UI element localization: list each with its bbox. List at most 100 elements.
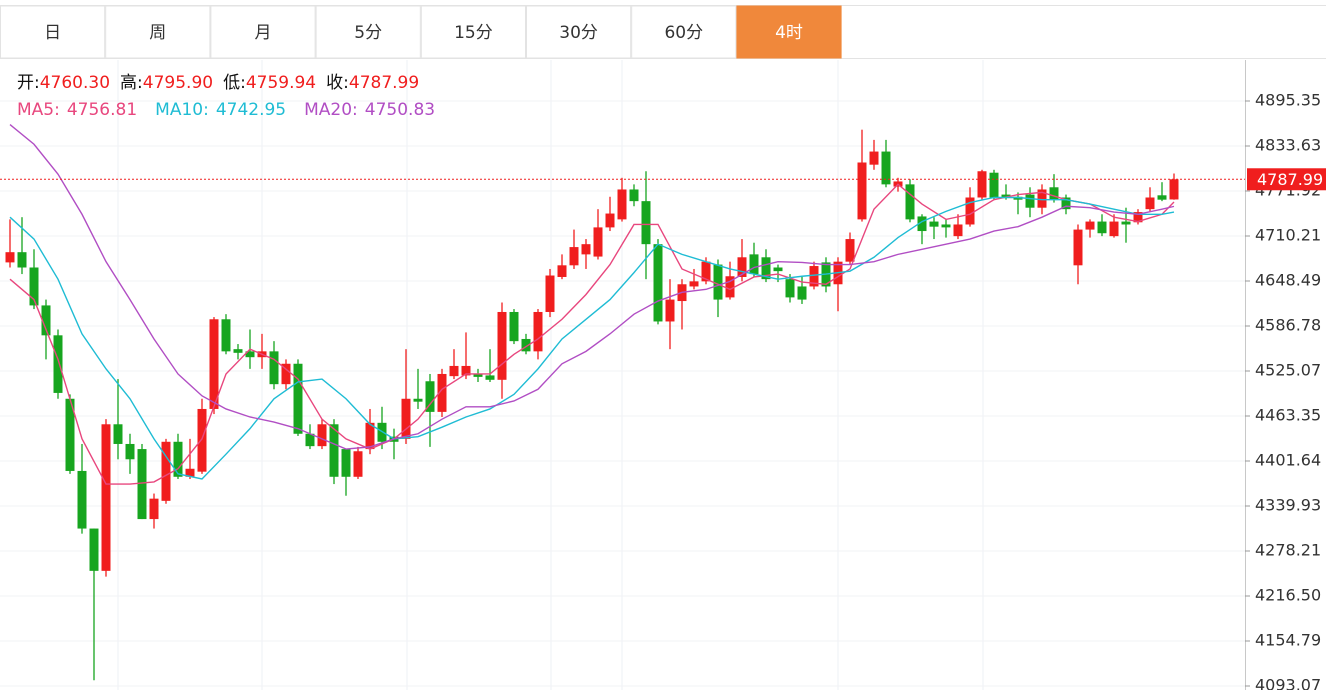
candle-body bbox=[1025, 194, 1035, 208]
y-tick-label: 4216.50 bbox=[1255, 586, 1321, 605]
candle-body bbox=[845, 239, 855, 262]
candle-body bbox=[161, 441, 171, 501]
ohlc-label: 开: bbox=[17, 73, 40, 93]
candle-body bbox=[593, 227, 603, 257]
candle-body bbox=[881, 151, 891, 185]
candle-body bbox=[545, 275, 555, 312]
y-tick-label: 4278.21 bbox=[1255, 541, 1321, 560]
candle-body bbox=[65, 398, 75, 471]
candle-body bbox=[209, 319, 219, 409]
candle-body bbox=[689, 281, 699, 287]
candle-body bbox=[281, 363, 291, 385]
candle-body bbox=[1133, 212, 1143, 223]
legend-value: 4742.95 bbox=[216, 100, 286, 120]
y-tick-label: 4339.93 bbox=[1255, 496, 1321, 515]
candle-body bbox=[245, 351, 255, 358]
candle-body bbox=[761, 257, 771, 280]
y-tick-label: 4401.64 bbox=[1255, 451, 1321, 470]
candle-body bbox=[461, 365, 471, 376]
candle-body bbox=[869, 151, 879, 165]
candle-body bbox=[917, 216, 927, 232]
candle-body bbox=[797, 286, 807, 300]
ohlc-label: 高: bbox=[120, 73, 143, 93]
candle-body bbox=[173, 441, 183, 477]
candle-body bbox=[149, 498, 159, 520]
ma-legend: MA5: 4756.81 MA10: 4742.95 MA20: 4750.83 bbox=[17, 100, 435, 120]
candle-body bbox=[1097, 221, 1107, 234]
candle-body bbox=[701, 261, 711, 282]
candle-body bbox=[29, 267, 39, 306]
candle-body bbox=[665, 299, 675, 322]
legend-label: MA20: bbox=[304, 100, 358, 120]
candle-body bbox=[269, 351, 279, 385]
tab[interactable] bbox=[631, 5, 737, 59]
tab[interactable] bbox=[315, 5, 421, 59]
candle-body bbox=[41, 305, 51, 336]
candle-body bbox=[641, 201, 651, 245]
candle-body bbox=[425, 381, 435, 412]
tab[interactable] bbox=[420, 5, 526, 59]
legend-label: MA10: bbox=[155, 100, 209, 120]
y-tick-label: 4154.79 bbox=[1255, 631, 1321, 650]
candle-body bbox=[629, 189, 639, 202]
candle-body bbox=[773, 267, 783, 272]
candle-body bbox=[737, 257, 747, 277]
tab[interactable] bbox=[210, 5, 316, 59]
tab-label[interactable]: 日 bbox=[44, 23, 61, 43]
y-tick-label: 4586.78 bbox=[1255, 315, 1321, 334]
candle-body bbox=[401, 398, 411, 439]
candle-body bbox=[557, 265, 567, 277]
candle-body bbox=[965, 197, 975, 225]
candle-body bbox=[953, 224, 963, 237]
candle-body bbox=[413, 398, 423, 402]
tab-label[interactable]: 5分 bbox=[354, 23, 382, 43]
candle-body bbox=[1085, 221, 1095, 230]
candle-body bbox=[77, 470, 87, 529]
ohlc-value: 4787.99 bbox=[349, 73, 419, 93]
y-tick-label: 4648.49 bbox=[1255, 270, 1321, 289]
candle-body bbox=[713, 264, 723, 300]
tab[interactable] bbox=[526, 5, 632, 59]
tab-label[interactable]: 4时 bbox=[775, 23, 803, 43]
tab[interactable] bbox=[105, 5, 211, 59]
candle-body bbox=[785, 279, 795, 298]
candle-body bbox=[1061, 197, 1071, 210]
tab-label[interactable]: 15分 bbox=[454, 23, 493, 43]
candle-body bbox=[17, 252, 27, 268]
candle-body bbox=[317, 424, 327, 447]
tab-label[interactable]: 60分 bbox=[664, 23, 703, 43]
tab-label[interactable]: 周 bbox=[149, 23, 166, 43]
candle-body bbox=[857, 162, 867, 220]
candle-body bbox=[569, 247, 579, 266]
candle-body bbox=[605, 213, 615, 228]
candle-body bbox=[305, 433, 315, 447]
candle-body bbox=[509, 311, 519, 342]
candle-body bbox=[473, 373, 483, 377]
candle-body bbox=[1157, 195, 1167, 200]
candle-body bbox=[137, 449, 147, 520]
candle-body bbox=[1073, 229, 1083, 266]
candle-body bbox=[929, 221, 939, 227]
ohlc-info: 开:4760.30 高:4795.90 低:4759.94 收:4787.99 bbox=[17, 73, 419, 93]
ma-line bbox=[9, 196, 1175, 480]
candle-body bbox=[617, 189, 627, 220]
candle-body bbox=[449, 365, 459, 377]
tab-label[interactable]: 30分 bbox=[559, 23, 598, 43]
candle-body bbox=[1037, 189, 1047, 208]
y-tick-label: 4093.07 bbox=[1255, 676, 1321, 690]
ohlc-value: 4795.90 bbox=[143, 73, 213, 93]
tab[interactable] bbox=[736, 5, 842, 59]
tab[interactable] bbox=[0, 5, 106, 59]
candle-body bbox=[293, 363, 303, 434]
candle-body bbox=[341, 449, 351, 477]
legend-label: MA5: bbox=[17, 100, 60, 120]
candle-body bbox=[941, 224, 951, 228]
candle-body bbox=[653, 244, 663, 322]
candle-body bbox=[497, 311, 507, 380]
candle-body bbox=[101, 424, 111, 571]
tab-label[interactable]: 月 bbox=[255, 23, 272, 43]
ma-line bbox=[9, 124, 1175, 450]
candle-body bbox=[233, 349, 243, 353]
